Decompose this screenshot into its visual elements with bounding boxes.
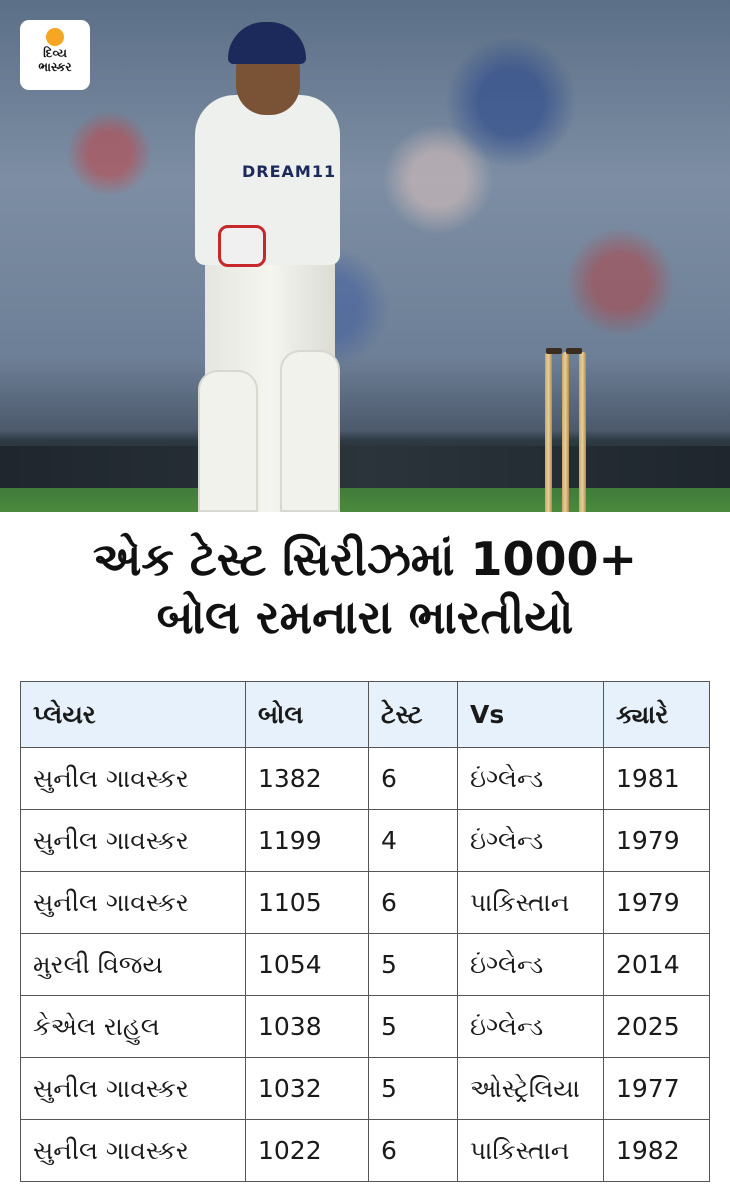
batting-glove [218, 225, 266, 267]
cell-year: 1979 [603, 809, 710, 872]
table-row: સુનીલ ગાવસ્કર 1105 6 પાકિસ્તાન 1979 [20, 871, 710, 934]
table-row: સુનીલ ગાવસ્કર 1022 6 પાકિસ્તાન 1982 [20, 1119, 710, 1182]
cell-balls: 1038 [245, 995, 369, 1058]
header-tests: ટેસ્ટ [368, 681, 458, 748]
bail [546, 348, 562, 354]
cell-year: 1979 [603, 871, 710, 934]
cell-player: સુનીલ ગાવસ્કર [20, 747, 246, 810]
cell-tests: 6 [368, 1119, 458, 1182]
cell-balls: 1054 [245, 933, 369, 996]
helmet [228, 22, 306, 64]
advertising-board [0, 446, 730, 488]
table-row: કેએલ રાહુલ 1038 5 ઇંગ્લેન્ડ 2025 [20, 995, 710, 1058]
cell-balls: 1022 [245, 1119, 369, 1182]
cell-opponent: ઓસ્ટ્રેલિયા [457, 1057, 604, 1120]
table-row: સુનીલ ગાવસ્કર 1032 5 ઓસ્ટ્રેલિયા 1977 [20, 1057, 710, 1120]
header-balls: બોલ [245, 681, 369, 748]
header-year: ક્યારે [603, 681, 710, 748]
bail [566, 348, 582, 354]
stats-table: પ્લેયર બોલ ટેસ્ટ Vs ક્યારે સુનીલ ગાવસ્કર 1382… [20, 681, 710, 1182]
cell-tests: 6 [368, 747, 458, 810]
cell-player: સુનીલ ગાવસ્કર [20, 871, 246, 934]
cell-player: સુનીલ ગાવસ્કર [20, 1119, 246, 1182]
logo-text-1: દિવ્ય [43, 46, 67, 60]
cell-tests: 6 [368, 871, 458, 934]
title-line-1: એક ટેસ્ટ સિરીઝમાં 1000+ [92, 532, 638, 586]
cell-player: કેએલ રાહુલ [20, 995, 246, 1058]
header-player: પ્લેયર [20, 681, 246, 748]
table-row: મુરલી વિજય 1054 5 ઇંગ્લેન્ડ 2014 [20, 933, 710, 996]
cell-tests: 5 [368, 933, 458, 996]
cell-opponent: ઇંગ્લેન્ડ [457, 809, 604, 872]
cell-opponent: પાકિસ્તાન [457, 871, 604, 934]
hero-photo: DREAM11 [0, 0, 730, 512]
cell-balls: 1199 [245, 809, 369, 872]
cell-year: 2025 [603, 995, 710, 1058]
brand-logo: દિવ્ય ભાસ્કર [20, 20, 90, 90]
cell-balls: 1382 [245, 747, 369, 810]
cell-tests: 5 [368, 995, 458, 1058]
cell-tests: 4 [368, 809, 458, 872]
cell-balls: 1032 [245, 1057, 369, 1120]
cell-opponent: ઇંગ્લેન્ડ [457, 933, 604, 996]
stump [562, 352, 569, 512]
batting-pad [280, 350, 340, 512]
cell-year: 1981 [603, 747, 710, 810]
cell-player: સુનીલ ગાવસ્કર [20, 1057, 246, 1120]
sun-icon [46, 28, 64, 46]
stump [579, 352, 586, 512]
shirt-sponsor: DREAM11 [242, 162, 337, 181]
cell-opponent: ઇંગ્લેન્ડ [457, 747, 604, 810]
cell-opponent: પાકિસ્તાન [457, 1119, 604, 1182]
cell-year: 1977 [603, 1057, 710, 1120]
page-title: એક ટેસ્ટ સિરીઝમાં 1000+ બોલ રમનારા ભારતી… [0, 530, 730, 646]
header-opponent: Vs [457, 681, 604, 748]
stump [545, 352, 552, 512]
table-row: સુનીલ ગાવસ્કર 1382 6 ઇંગ્લેન્ડ 1981 [20, 747, 710, 810]
cell-tests: 5 [368, 1057, 458, 1120]
table-row: સુનીલ ગાવસ્કર 1199 4 ઇંગ્લેન્ડ 1979 [20, 809, 710, 872]
batting-pad [198, 370, 258, 512]
logo-text-2: ભાસ્કર [38, 60, 72, 74]
table-header-row: પ્લેયર બોલ ટેસ્ટ Vs ક્યારે [20, 681, 710, 748]
cell-year: 1982 [603, 1119, 710, 1182]
cell-balls: 1105 [245, 871, 369, 934]
cell-opponent: ઇંગ્લેન્ડ [457, 995, 604, 1058]
cell-year: 2014 [603, 933, 710, 996]
cell-player: સુનીલ ગાવસ્કર [20, 809, 246, 872]
cell-player: મુરલી વિજય [20, 933, 246, 996]
title-line-2: બોલ રમનારા ભારતીયો [156, 590, 574, 644]
